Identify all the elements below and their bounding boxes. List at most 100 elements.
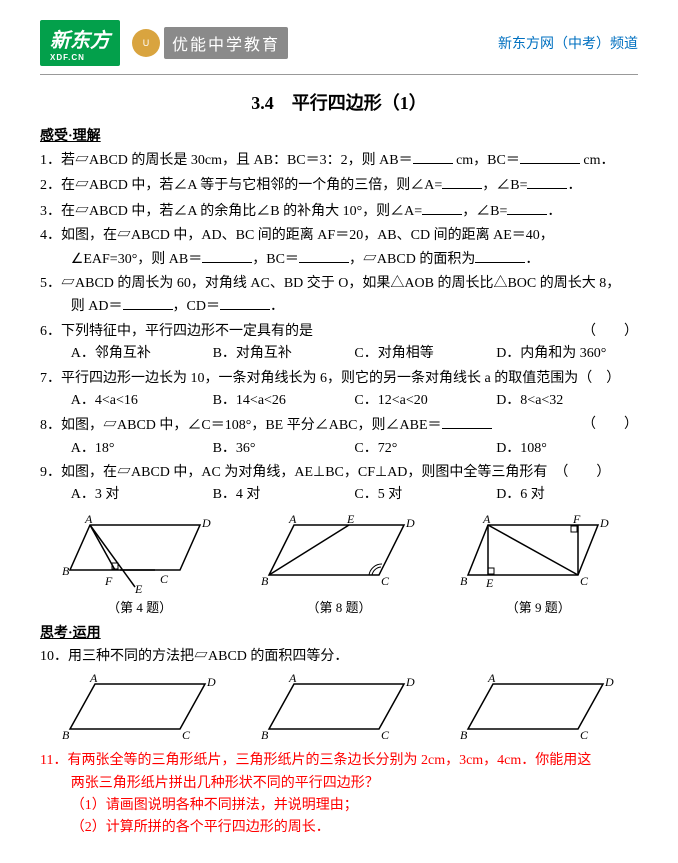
q9-opt-b: B．4 对	[213, 484, 355, 506]
q3-text: 3．在▱ABCD 中，若∠A 的余角比∠B 的补角大 10°，则∠A=	[40, 204, 422, 219]
header: 新东方 XDF.CN U 优能中学教育 新东方网（中考）频道	[40, 20, 638, 75]
logo-uneng: U 优能中学教育	[132, 27, 288, 59]
question-2: 2．在▱ABCD 中，若∠A 等于与它相邻的一个角的三倍，则∠A=，∠B=．	[40, 174, 638, 197]
svg-text:F: F	[104, 574, 113, 588]
figure-9: A F D B E C （第 9 题）	[458, 515, 618, 616]
q6-opt-a: A．邻角互补	[71, 343, 213, 365]
figure-4-caption: （第 4 题）	[60, 597, 220, 616]
logo-uneng-seal: U	[132, 29, 160, 57]
section1-heading: 感受·理解	[40, 125, 638, 145]
svg-text:B: B	[460, 728, 468, 742]
blank	[442, 414, 492, 429]
q5-text3: ，CD＝	[173, 299, 220, 314]
q5-text4: ．	[270, 299, 284, 314]
question-5: 5．▱ABCD 的周长为 60，对角线 AC、BD 交于 O，如果△AOB 的周…	[40, 273, 638, 319]
svg-text:E: E	[134, 582, 143, 595]
q2-text2: ，∠B=	[482, 178, 527, 193]
question-4: 4．如图，在▱ABCD 中，AD、BC 间的距离 AF＝20，AB、CD 间的距…	[40, 225, 638, 271]
blank	[299, 248, 349, 263]
svg-text:D: D	[599, 516, 609, 530]
blank	[520, 149, 580, 164]
q3-text2: ，∠B=	[462, 204, 507, 219]
question-11: 11．有两张全等的三角形纸片，三角形纸片的三条边长分别为 2cm，3cm，4cm…	[40, 750, 638, 840]
q8-opt-d: D．108°	[496, 438, 638, 460]
q7-opt-b: B．14<a<26	[213, 390, 355, 412]
figure-row-1: A D B C F E （第 4 题） A E D B C （第 8 题）	[40, 515, 638, 616]
svg-text:B: B	[261, 574, 269, 588]
q11-text3: （1）请画图说明各种不同拼法，并说明理由；	[40, 795, 638, 817]
q8-opt-b: B．36°	[213, 438, 355, 460]
header-link[interactable]: 新东方网（中考）频道	[498, 33, 638, 53]
figure-9-svg: A F D B E C	[458, 515, 618, 595]
q3-text3: ．	[547, 204, 561, 219]
figure-8-caption: （第 8 题）	[259, 597, 419, 616]
figure-8: A E D B C （第 8 题）	[259, 515, 419, 616]
q6-text: 6．下列特征中，平行四边形不一定具有的是	[40, 324, 313, 339]
blank	[527, 174, 567, 189]
svg-text:C: C	[381, 574, 390, 588]
figure-8-svg: A E D B C	[259, 515, 419, 595]
logo-xdf: 新东方 XDF.CN	[40, 20, 120, 66]
figure-4-svg: A D B C F E	[60, 515, 220, 595]
q11-text4: （2）计算所拼的各个平行四边形的周长．	[40, 817, 638, 839]
svg-text:D: D	[405, 516, 415, 530]
parallelogram-1: A D B C	[60, 674, 220, 744]
q10-text: 10．用三种不同的方法把▱ABCD 的面积四等分．	[40, 649, 348, 664]
figure-9-caption: （第 9 题）	[458, 597, 618, 616]
logo-uneng-text: 优能中学教育	[164, 27, 288, 59]
parallelogram-2: A D B C	[259, 674, 419, 744]
q7-opt-a: A．4<a<16	[71, 390, 213, 412]
q1-text: 1．若▱ABCD 的周长是 30cm，且 AB：BC＝3：2，则 AB＝	[40, 153, 413, 168]
svg-text:F: F	[572, 515, 581, 526]
q11-text1: 11．有两张全等的三角形纸片，三角形纸片的三条边长分别为 2cm，3cm，4cm…	[40, 753, 591, 768]
figure-row-2: A D B C A D B C A D B C	[40, 674, 638, 744]
q2-text: 2．在▱ABCD 中，若∠A 等于与它相邻的一个角的三倍，则∠A=	[40, 178, 442, 193]
question-3: 3．在▱ABCD 中，若∠A 的余角比∠B 的补角大 10°，则∠A= ，∠B= ．	[40, 200, 638, 223]
q8-paren: （ ）	[582, 414, 638, 436]
svg-text:D: D	[604, 675, 614, 689]
blank	[123, 295, 173, 310]
q5-text2: 则 AD＝	[71, 299, 123, 314]
q5-text: 5．▱ABCD 的周长为 60，对角线 AC、BD 交于 O，如果△AOB 的周…	[40, 276, 620, 291]
q4-text5: ．	[525, 252, 539, 267]
svg-text:B: B	[460, 574, 468, 588]
question-1: 1．若▱ABCD 的周长是 30cm，且 AB：BC＝3：2，则 AB＝ cm，…	[40, 149, 638, 172]
figure-4: A D B C F E （第 4 题）	[60, 515, 220, 616]
q9-opt-d: D．6 对	[496, 484, 638, 506]
blank	[442, 174, 482, 189]
q7-opt-c: C．12<a<20	[354, 390, 496, 412]
svg-text:C: C	[182, 728, 191, 742]
blank	[413, 149, 453, 164]
question-9: 9．如图，在▱ABCD 中，AC 为对角线，AE⊥BC，CF⊥AD，则图中全等三…	[40, 462, 638, 507]
q8-opt-c: C．72°	[354, 438, 496, 460]
svg-text:D: D	[206, 675, 216, 689]
svg-text:C: C	[381, 728, 390, 742]
svg-text:A: A	[288, 515, 297, 526]
svg-text:A: A	[487, 674, 496, 685]
question-8: 8．如图，▱ABCD 中，∠C＝108°，BE 平分∠ABC，则∠ABE＝ （ …	[40, 414, 638, 460]
q9-text: 9．如图，在▱ABCD 中，AC 为对角线，AE⊥BC，CF⊥AD，则图中全等三…	[40, 465, 610, 480]
q11-text2: 两张三角形纸片拼出几种形状不同的平行四边形？	[40, 773, 638, 795]
q1-text2: cm，BC＝	[453, 153, 520, 168]
svg-text:B: B	[62, 564, 70, 578]
q9-opt-c: C．5 对	[354, 484, 496, 506]
blank	[422, 200, 462, 215]
q4-text3: ，BC＝	[252, 252, 299, 267]
q4-text4: ，▱ABCD 的面积为	[349, 252, 475, 267]
svg-text:D: D	[201, 516, 211, 530]
svg-text:A: A	[288, 674, 297, 685]
logo-group: 新东方 XDF.CN U 优能中学教育	[40, 20, 288, 66]
svg-text:B: B	[62, 728, 70, 742]
svg-text:A: A	[89, 674, 98, 685]
blank	[220, 295, 270, 310]
svg-text:A: A	[84, 515, 93, 526]
q6-opt-c: C．对角相等	[354, 343, 496, 365]
section2-heading: 思考·运用	[40, 622, 638, 642]
svg-text:C: C	[580, 728, 589, 742]
svg-text:D: D	[405, 675, 415, 689]
parallelogram-3: A D B C	[458, 674, 618, 744]
blank	[507, 200, 547, 215]
logo-xdf-sub: XDF.CN	[50, 53, 110, 62]
q6-paren: （ ）	[582, 321, 638, 343]
page-title: 3.4 平行四边形（1）	[40, 89, 638, 115]
